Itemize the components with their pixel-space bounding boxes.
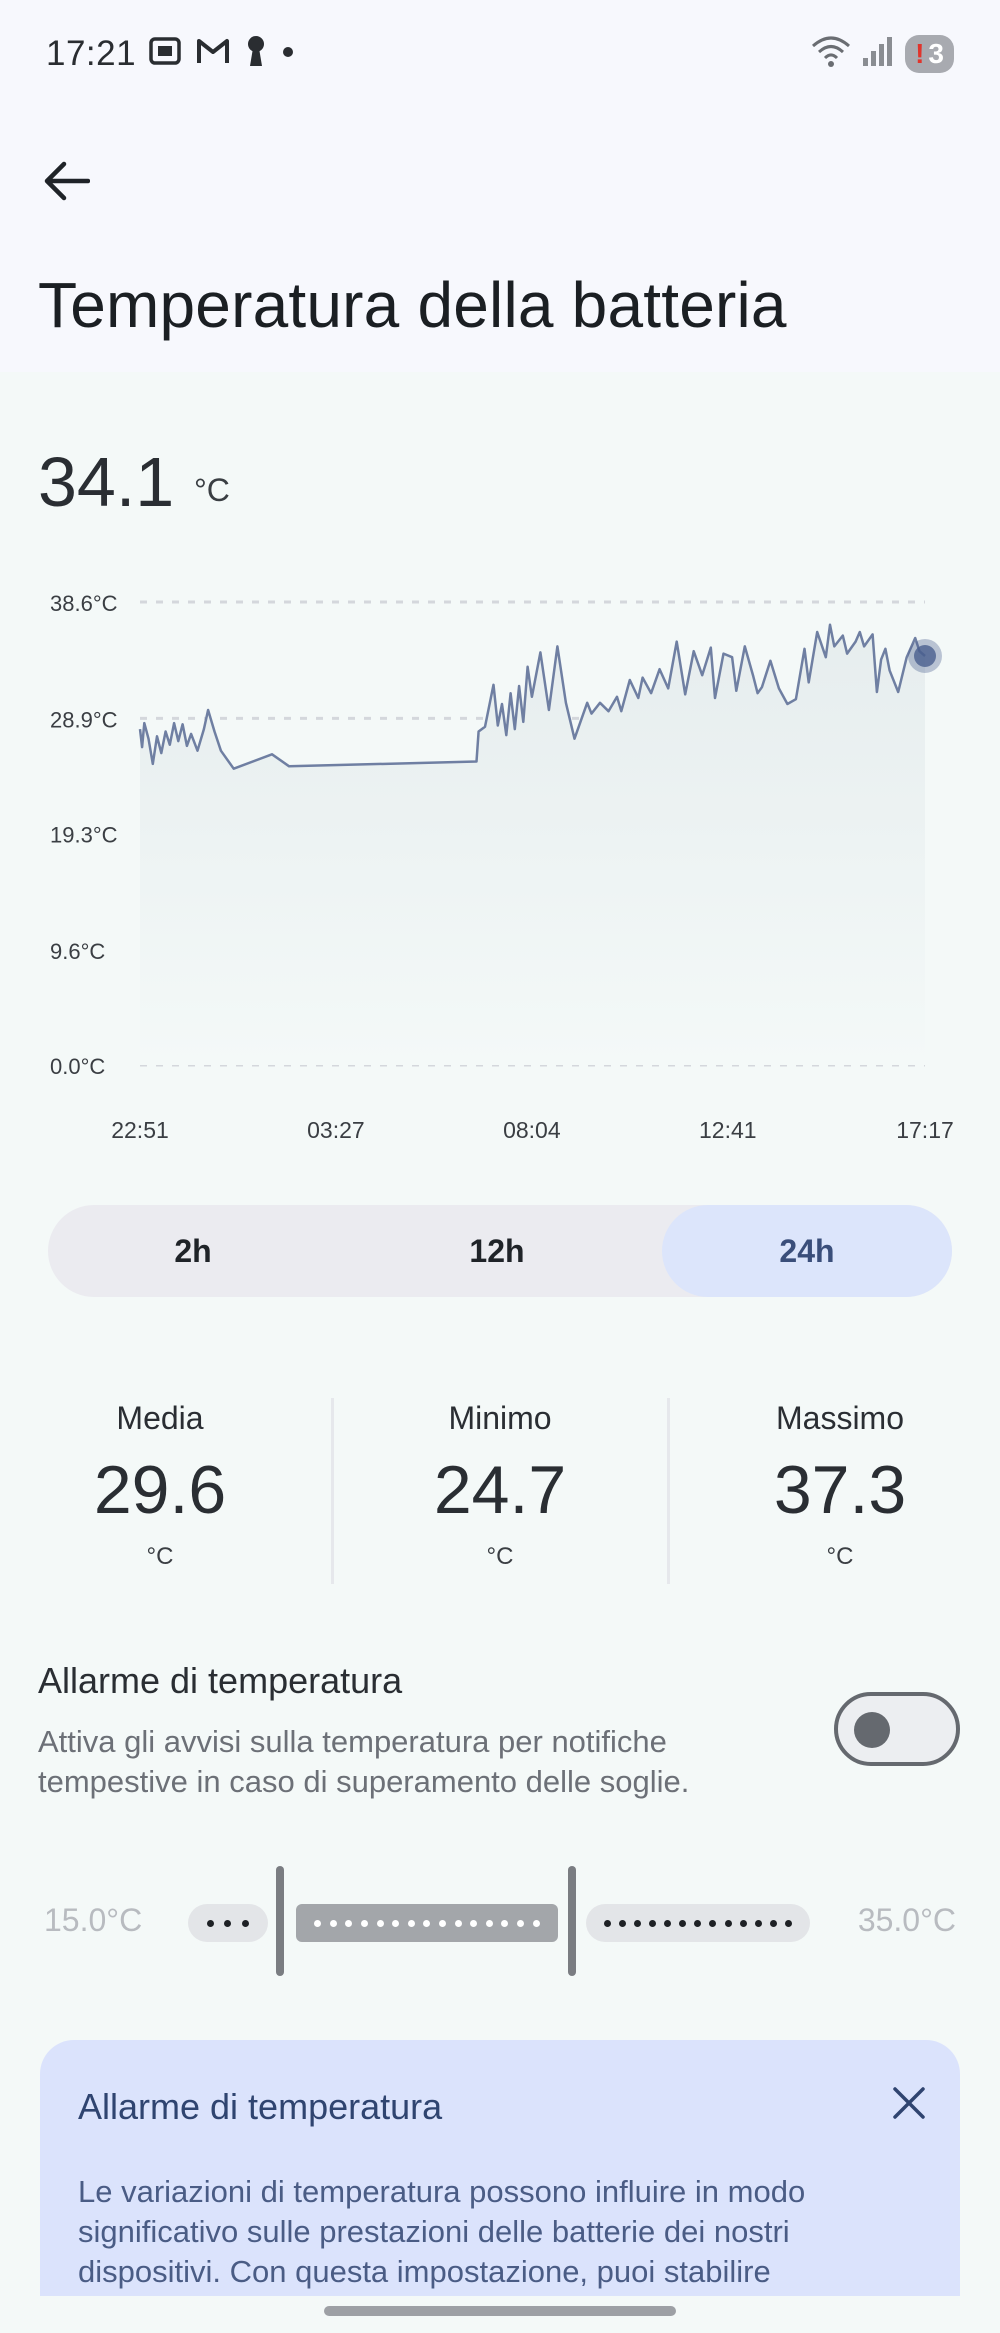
y-tick-label: 0.0°C xyxy=(50,1054,105,1079)
close-button[interactable] xyxy=(886,2080,932,2126)
slider-handle-high[interactable] xyxy=(568,1866,576,1976)
battery-indicator: ! 3 xyxy=(905,34,954,73)
tab-12h[interactable]: 12h xyxy=(469,1232,525,1269)
wifi-icon xyxy=(811,34,851,73)
stat-average-label: Media xyxy=(116,1400,204,1436)
series-area xyxy=(140,624,925,1065)
info-card: Allarme di temperatura Le variazioni di … xyxy=(40,2040,960,2333)
current-temperature: 34.1 xyxy=(38,443,175,521)
x-tick-label: 08:04 xyxy=(503,1117,561,1143)
x-tick-label: 12:41 xyxy=(699,1117,757,1143)
stat-minimum-unit: °C xyxy=(486,1543,514,1570)
gesture-nav-handle[interactable] xyxy=(324,2306,676,2316)
slider-track-selected[interactable] xyxy=(296,1904,558,1942)
close-icon xyxy=(893,2087,925,2119)
stat-maximum-unit: °C xyxy=(826,1543,854,1570)
x-tick-label: 03:27 xyxy=(307,1117,365,1143)
stat-average-value: 29.6 xyxy=(93,1452,227,1528)
stat-divider xyxy=(667,1398,670,1584)
chart-svg: 38.6°C 28.9°C 19.3°C 9.6°C 0.0°C 22:51 03:27 0… xyxy=(50,591,954,1143)
slider-track-left[interactable] xyxy=(188,1904,268,1942)
y-tick-label: 38.6°C xyxy=(50,591,118,616)
stat-divider xyxy=(331,1398,334,1584)
stat-minimum-value: 24.7 xyxy=(433,1452,567,1528)
status-right: ! 3 xyxy=(811,34,954,73)
y-tick-label: 28.9°C xyxy=(50,707,118,732)
current-temperature-unit: °C xyxy=(194,472,230,508)
y-tick-label: 19.3°C xyxy=(50,823,118,848)
range-min-label: 15.0°C xyxy=(44,1902,143,1938)
info-card-title: Allarme di temperatura xyxy=(78,2086,443,2127)
dot-icon xyxy=(282,45,294,63)
battery-alert: ! xyxy=(915,37,925,69)
status-left-icons xyxy=(148,34,294,73)
signal-icon xyxy=(861,34,895,73)
tab-2h[interactable]: 2h xyxy=(174,1232,212,1269)
range-max-label: 35.0°C xyxy=(857,1902,956,1938)
range-selector: 2h 12h 24h xyxy=(48,1205,952,1297)
stat-average: Media 29.6 °C xyxy=(10,1400,310,1571)
tab-24h[interactable]: 24h xyxy=(662,1205,952,1297)
keyhole-icon xyxy=(244,34,268,73)
stat-maximum-value: 37.3 xyxy=(773,1452,907,1528)
series-line xyxy=(138,623,926,770)
x-tick-label: 22:51 xyxy=(111,1117,169,1143)
stat-minimum: Minimo 24.7 °C xyxy=(350,1400,650,1571)
slider-track-right[interactable] xyxy=(586,1904,810,1942)
back-button[interactable] xyxy=(38,152,96,210)
y-tick-label: 9.6°C xyxy=(50,939,105,964)
page-title: Temperatura della batteria xyxy=(38,269,787,341)
alarm-title: Allarme di temperatura xyxy=(38,1660,403,1701)
alarm-toggle[interactable] xyxy=(834,1692,960,1766)
arrow-left-icon xyxy=(44,161,90,201)
stat-minimum-label: Minimo xyxy=(448,1400,552,1436)
screenshot-icon xyxy=(148,36,182,71)
x-tick-label: 17:17 xyxy=(896,1117,954,1143)
battery-level: 3 xyxy=(928,37,944,69)
stat-maximum-label: Massimo xyxy=(775,1400,904,1436)
info-card-body: Le variazioni di temperatura possono inf… xyxy=(78,2174,806,2289)
alarm-description: Attiva gli avvisi sulla temperatura per … xyxy=(38,1724,690,1799)
temperature-chart[interactable]: 38.6°C 28.9°C 19.3°C 9.6°C 0.0°C 22:51 03:27 0… xyxy=(0,570,1000,1150)
slider-handle-low[interactable] xyxy=(276,1866,284,1976)
current-point-marker xyxy=(914,644,936,667)
gmail-icon xyxy=(196,37,230,70)
stat-maximum: Massimo 37.3 °C xyxy=(690,1400,990,1571)
stat-average-unit: °C xyxy=(146,1543,174,1570)
status-time: 17:21 xyxy=(46,34,137,73)
toggle-knob xyxy=(854,1712,890,1748)
